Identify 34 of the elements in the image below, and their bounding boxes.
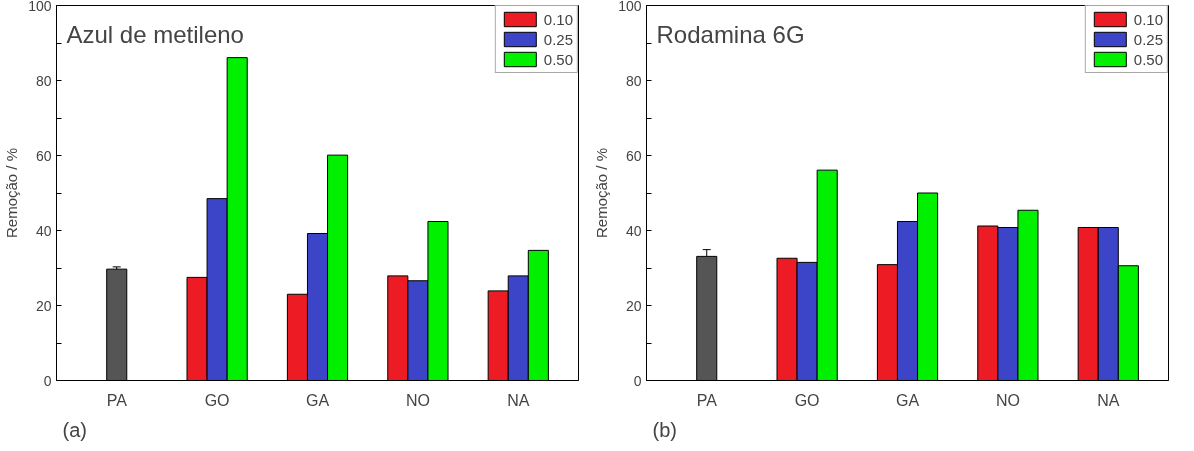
x-tick-label: GO bbox=[204, 391, 230, 409]
legend-label: 0.25 bbox=[543, 30, 573, 48]
text: Azul de metileno bbox=[66, 20, 244, 48]
x-tick-label: NO bbox=[405, 391, 430, 409]
y-axis-title: Remoção / % bbox=[593, 147, 611, 239]
legend-label: 0.50 bbox=[543, 50, 573, 68]
text: (a) bbox=[62, 418, 87, 441]
y-tick-label: 80 bbox=[625, 72, 642, 89]
y-tick-label: 60 bbox=[625, 147, 642, 164]
y-tick-label: 60 bbox=[35, 147, 52, 164]
y-tick-label: 0 bbox=[43, 372, 52, 389]
x-tick-label: PA bbox=[106, 391, 128, 409]
x-tick-label: NA bbox=[507, 391, 530, 409]
x-tick-label: PA bbox=[696, 391, 718, 409]
x-tick-label: NA bbox=[1097, 391, 1120, 409]
y-tick-label: 100 bbox=[28, 0, 52, 14]
legend-label: 0.10 bbox=[1133, 10, 1163, 28]
y-tick-label: 20 bbox=[35, 297, 52, 314]
text: Rodamina 6G bbox=[656, 20, 805, 48]
x-tick-label: GA bbox=[305, 391, 330, 409]
x-tick-label: NO bbox=[995, 391, 1020, 409]
y-tick-label: 0 bbox=[633, 372, 642, 389]
text: (b) bbox=[652, 418, 677, 441]
legend-label: 0.10 bbox=[543, 10, 573, 28]
y-tick-label: 80 bbox=[35, 72, 52, 89]
y-tick-label: 40 bbox=[35, 222, 52, 239]
legend-label: 0.25 bbox=[1133, 30, 1163, 48]
y-tick-label: 40 bbox=[625, 222, 642, 239]
y-tick-label: 100 bbox=[618, 0, 642, 14]
x-tick-label: GA bbox=[895, 391, 920, 409]
y-axis-title: Remoção / % bbox=[3, 147, 21, 239]
x-tick-label: GO bbox=[794, 391, 820, 409]
y-tick-label: 20 bbox=[625, 297, 642, 314]
legend-label: 0.50 bbox=[1133, 50, 1163, 68]
